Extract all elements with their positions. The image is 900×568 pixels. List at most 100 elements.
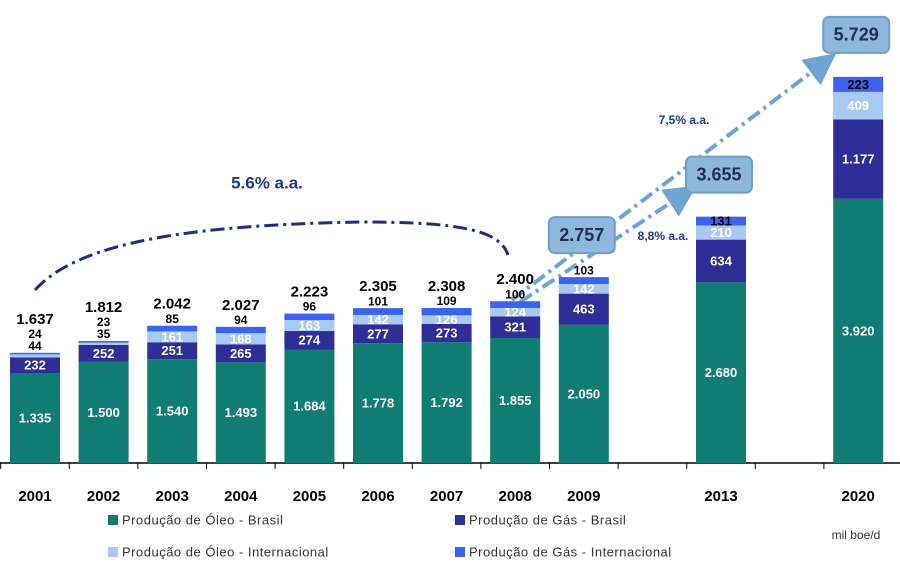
value-label: 232 (24, 358, 46, 373)
bar-segment (490, 337, 541, 463)
value-label: 161 (161, 329, 183, 344)
value-label: 109 (437, 294, 457, 308)
total-label: 2.027 (222, 297, 260, 314)
legend-swatch (455, 515, 465, 525)
bar-segment (696, 225, 746, 240)
bar-segment (421, 342, 472, 463)
value-label: 24 (28, 327, 42, 341)
bar-segment (421, 315, 472, 324)
value-label: 1.500 (87, 405, 120, 420)
x-tick-label: 2003 (156, 488, 189, 505)
bar-segment (10, 373, 60, 463)
value-label: 1.684 (293, 399, 326, 414)
value-label: 142 (573, 281, 595, 296)
x-tick-label: 2004 (224, 488, 258, 505)
bar-segment (215, 333, 266, 345)
bar-segment (78, 344, 129, 362)
value-label: 2.680 (705, 365, 738, 380)
bar-segment (353, 324, 403, 344)
callout-box (685, 155, 753, 194)
value-label: 131 (710, 214, 732, 229)
total-label: 2.308 (428, 278, 466, 295)
x-tick-label: 2001 (18, 488, 51, 505)
annotation: 5.6% a.a. (231, 173, 303, 192)
value-label: 634 (710, 253, 732, 268)
legend-swatch (108, 547, 118, 557)
bar-segment (147, 359, 198, 463)
value-label: 1.855 (499, 393, 532, 408)
bar-segment (10, 354, 60, 358)
bar-segment (78, 361, 129, 463)
annotation: 8,8% a.a. (638, 229, 689, 243)
value-label: 251 (161, 343, 183, 358)
value-label: 274 (299, 333, 321, 348)
legend-swatch (455, 547, 465, 557)
total-label: 1.812 (85, 299, 123, 316)
value-label: 265 (230, 346, 252, 361)
legend-label: Produção de Óleo - Internacional (122, 544, 329, 559)
bar-segment (10, 352, 60, 355)
value-label: 142 (367, 312, 389, 327)
value-label: 252 (93, 346, 115, 361)
callout-label: 2.757 (559, 225, 604, 245)
legend-label: Produção de Óleo - Brasil (122, 512, 283, 527)
x-tick-label: 2013 (704, 488, 737, 505)
value-label: 94 (234, 313, 248, 327)
total-label: 1.637 (16, 311, 54, 328)
bar-segment (421, 323, 472, 343)
value-label: 1.493 (225, 405, 258, 420)
bar-segment (833, 119, 884, 199)
value-label: 210 (710, 225, 732, 240)
bar-segment (78, 341, 129, 343)
value-label: 103 (574, 263, 594, 277)
bar-segment (833, 91, 884, 120)
bar-segment (490, 301, 541, 308)
callout-box (822, 15, 891, 54)
annotation: 7,5% a.a. (659, 113, 710, 127)
x-tick-label: 2006 (361, 488, 394, 505)
bar-segment (696, 216, 746, 226)
value-label: 124 (504, 305, 526, 320)
legend-label: Produção de Gás - Internacional (469, 544, 672, 559)
bar-segment (558, 293, 609, 325)
value-label: 273 (436, 325, 458, 340)
value-label: 223 (847, 77, 869, 92)
value-label: 23 (97, 315, 111, 329)
bar-segment (215, 326, 266, 334)
bar-segment (558, 284, 609, 294)
callout-box (547, 216, 616, 255)
callout-label: 5.729 (834, 25, 879, 45)
bar-segment (284, 320, 335, 332)
value-label: 35 (97, 327, 111, 341)
x-tick-label: 2009 (567, 488, 600, 505)
value-label: 277 (367, 326, 389, 341)
value-label: 168 (230, 331, 252, 346)
bar-segment (353, 308, 403, 315)
value-label: 1.792 (430, 395, 463, 410)
value-label: 85 (166, 312, 180, 326)
x-tick-label: 2020 (842, 488, 875, 505)
total-label: 2.305 (359, 278, 397, 295)
bar-segment (353, 314, 403, 325)
legend-swatch (108, 515, 118, 525)
value-label: 2.050 (568, 386, 601, 401)
value-label: 1.335 (19, 410, 52, 425)
bar-segment (147, 325, 198, 332)
value-label: 126 (436, 312, 458, 327)
bar-segment (284, 331, 335, 350)
value-label: 1.177 (842, 152, 875, 167)
total-label: 2.042 (153, 296, 191, 313)
bar-segment (833, 198, 884, 464)
value-label: 3.920 (842, 323, 875, 338)
bar-segment (558, 277, 609, 285)
bar-segment (421, 307, 472, 316)
value-label: 96 (303, 300, 317, 314)
callout-label: 3.655 (696, 164, 741, 184)
bar-segment (490, 316, 541, 338)
legend-label: Produção de Gás - Brasil (469, 512, 626, 527)
value-label: 1.778 (362, 396, 395, 411)
bar-segment (833, 76, 884, 92)
bar-segment (10, 357, 60, 374)
x-tick-label: 2007 (430, 488, 463, 505)
